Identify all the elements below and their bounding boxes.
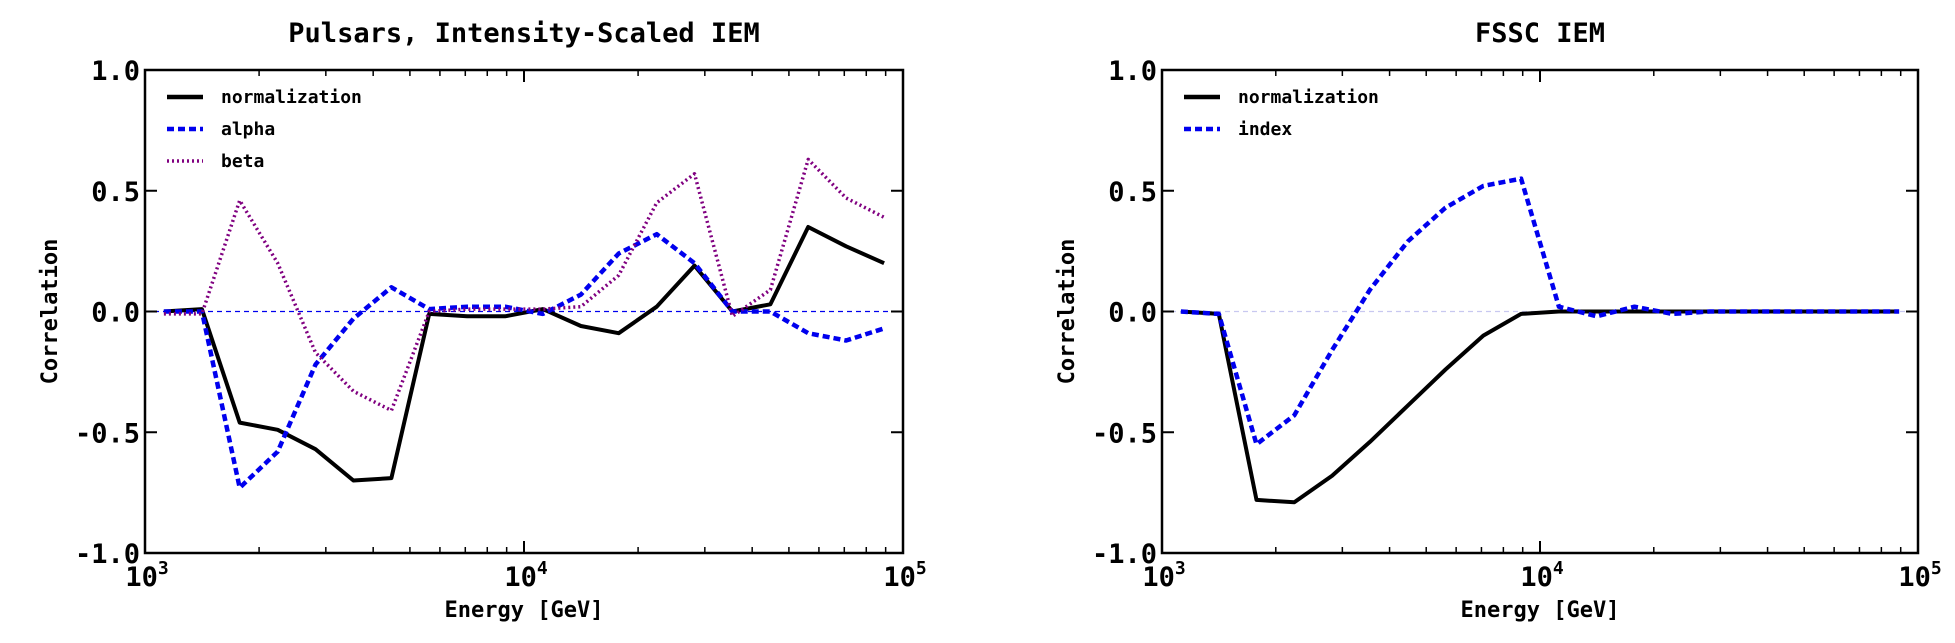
x-tick-label-base: 10 [1142, 562, 1175, 593]
y-tick-label: -1.0 [75, 539, 140, 570]
legend: normalization index [1184, 87, 1379, 140]
series-line-alpha [163, 231, 885, 491]
legend: normalization alpha beta [167, 87, 362, 172]
chart-title: Pulsars, Intensity-Scaled IEM [288, 18, 759, 49]
x-tick-label-base: 10 [504, 562, 537, 593]
x-axis-label: Energy [GeV] [1461, 598, 1620, 623]
series-line-beta [163, 157, 885, 413]
x-tick-label-base: 10 [1898, 562, 1931, 593]
y-tick-label: 0.5 [1108, 177, 1157, 208]
legend-label-beta: beta [221, 151, 264, 172]
x-tick-label-exponent: 5 [1931, 558, 1942, 579]
y-axis-label: Correlation [1055, 239, 1080, 385]
x-tick-label: 103 [125, 558, 168, 593]
plot-area-frame [143, 68, 905, 555]
x-axis-label: Energy [GeV] [445, 598, 604, 623]
plot-area-frame [1160, 68, 1920, 555]
series-line-normalization [1180, 309, 1900, 505]
legend-label-index: index [1238, 119, 1292, 140]
x-tick-label: 104 [504, 558, 548, 593]
legend-label-normalization: normalization [221, 87, 362, 108]
series-line-index [1180, 176, 1900, 447]
y-tick-label: -1.0 [1092, 539, 1157, 570]
x-tick-label-exponent: 4 [1553, 558, 1564, 579]
y-tick-label: -0.5 [1092, 418, 1157, 449]
y-tick-label: 0.5 [91, 177, 140, 208]
y-axis-label: Correlation [38, 239, 63, 385]
x-tick-label-base: 10 [125, 562, 158, 593]
y-tick-label: 1.0 [91, 56, 140, 87]
x-tick-label-exponent: 3 [158, 558, 169, 579]
legend-label-alpha: alpha [221, 119, 275, 140]
x-tick-label-base: 10 [883, 562, 916, 593]
legend-label-normalization: normalization [1238, 87, 1379, 108]
chart-title: FSSC IEM [1475, 18, 1605, 49]
x-tick-label: 105 [1898, 558, 1941, 593]
x-tick-label: 105 [883, 558, 926, 593]
y-tick-label: 0.0 [1108, 298, 1157, 329]
y-tick-label: -0.5 [75, 418, 140, 449]
x-tick-label-exponent: 4 [537, 558, 548, 579]
x-tick-label-exponent: 3 [1175, 558, 1186, 579]
y-tick-label: 0.0 [91, 298, 140, 329]
x-tick-label-base: 10 [1520, 562, 1553, 593]
x-tick-label-exponent: 5 [916, 558, 927, 579]
x-tick-label: 103 [1142, 558, 1185, 593]
x-tick-label: 104 [1520, 558, 1564, 593]
y-tick-label: 1.0 [1108, 56, 1157, 87]
